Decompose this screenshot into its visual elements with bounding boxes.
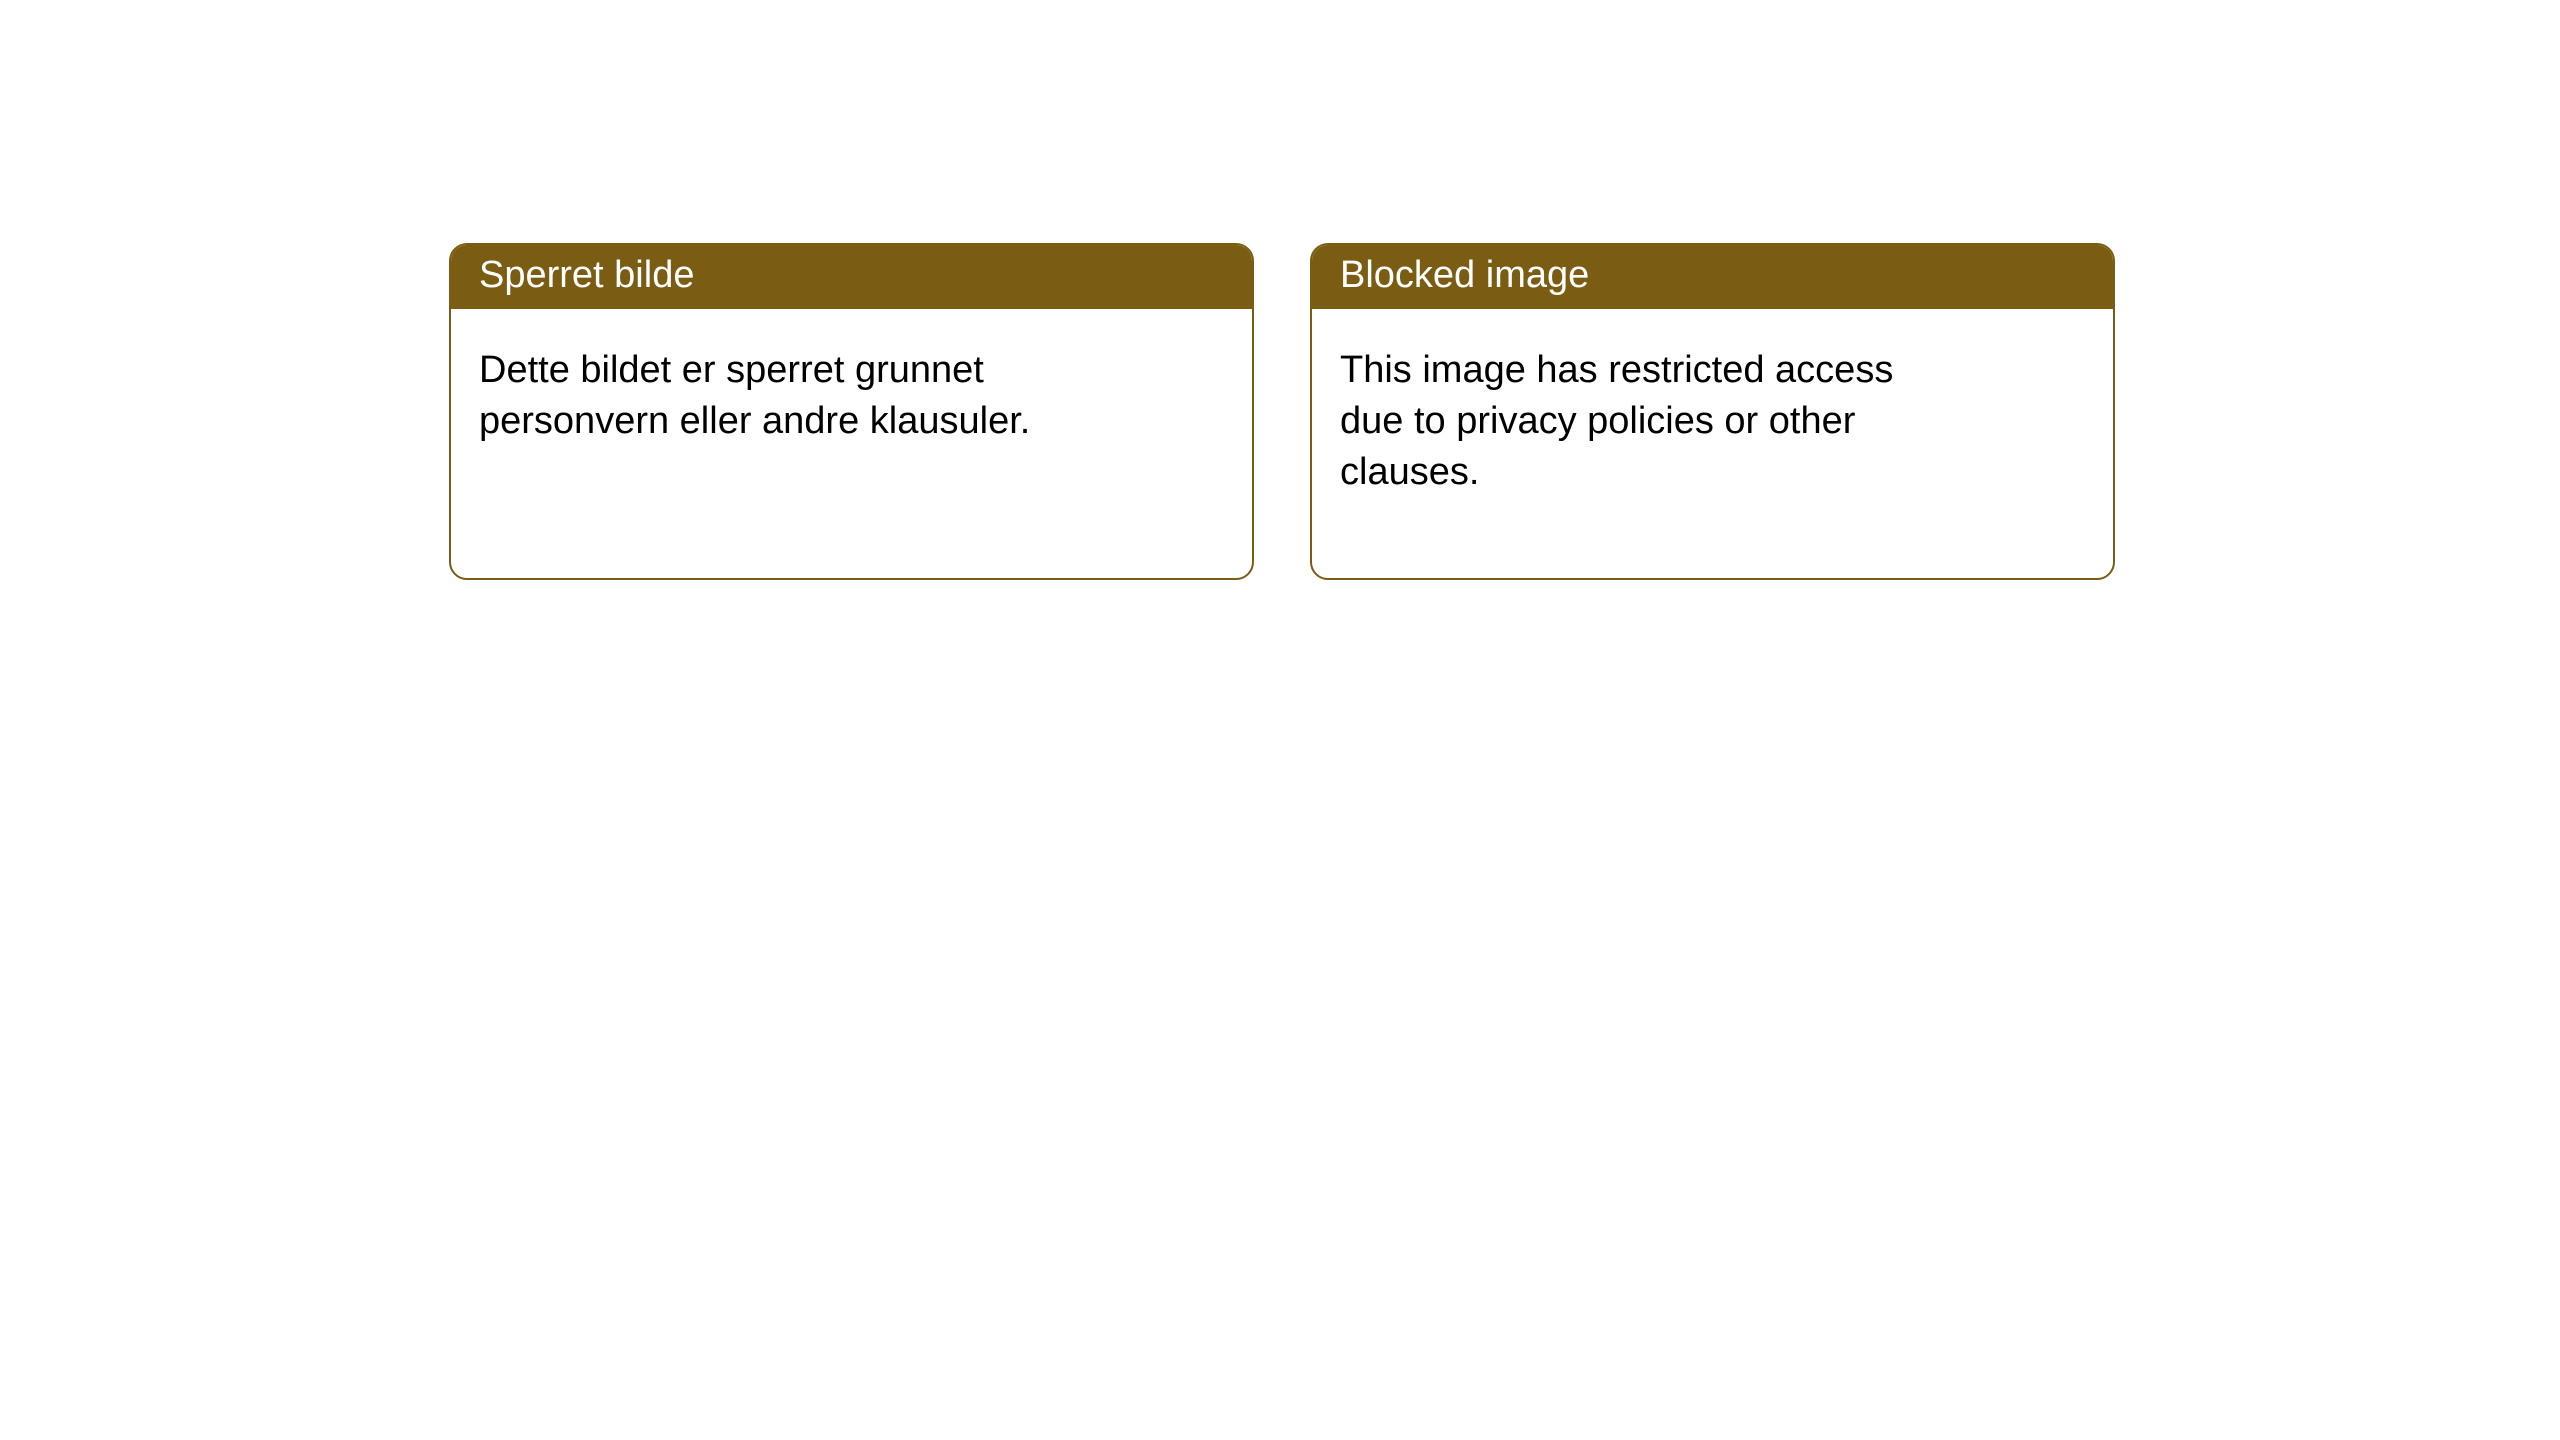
card-body: This image has restricted access due to …	[1312, 309, 1992, 527]
card-title: Sperret bilde	[479, 254, 694, 296]
card-header: Sperret bilde	[451, 245, 1252, 309]
notice-container: Sperret bilde Dette bildet er sperret gr…	[0, 0, 2560, 580]
card-header: Blocked image	[1312, 245, 2113, 309]
card-body: Dette bildet er sperret grunnet personve…	[451, 309, 1131, 476]
card-message: Dette bildet er sperret grunnet personve…	[479, 349, 1030, 442]
card-title: Blocked image	[1340, 254, 1589, 296]
card-message: This image has restricted access due to …	[1340, 349, 1893, 494]
notice-card-norwegian: Sperret bilde Dette bildet er sperret gr…	[449, 243, 1254, 580]
notice-card-english: Blocked image This image has restricted …	[1310, 243, 2115, 580]
